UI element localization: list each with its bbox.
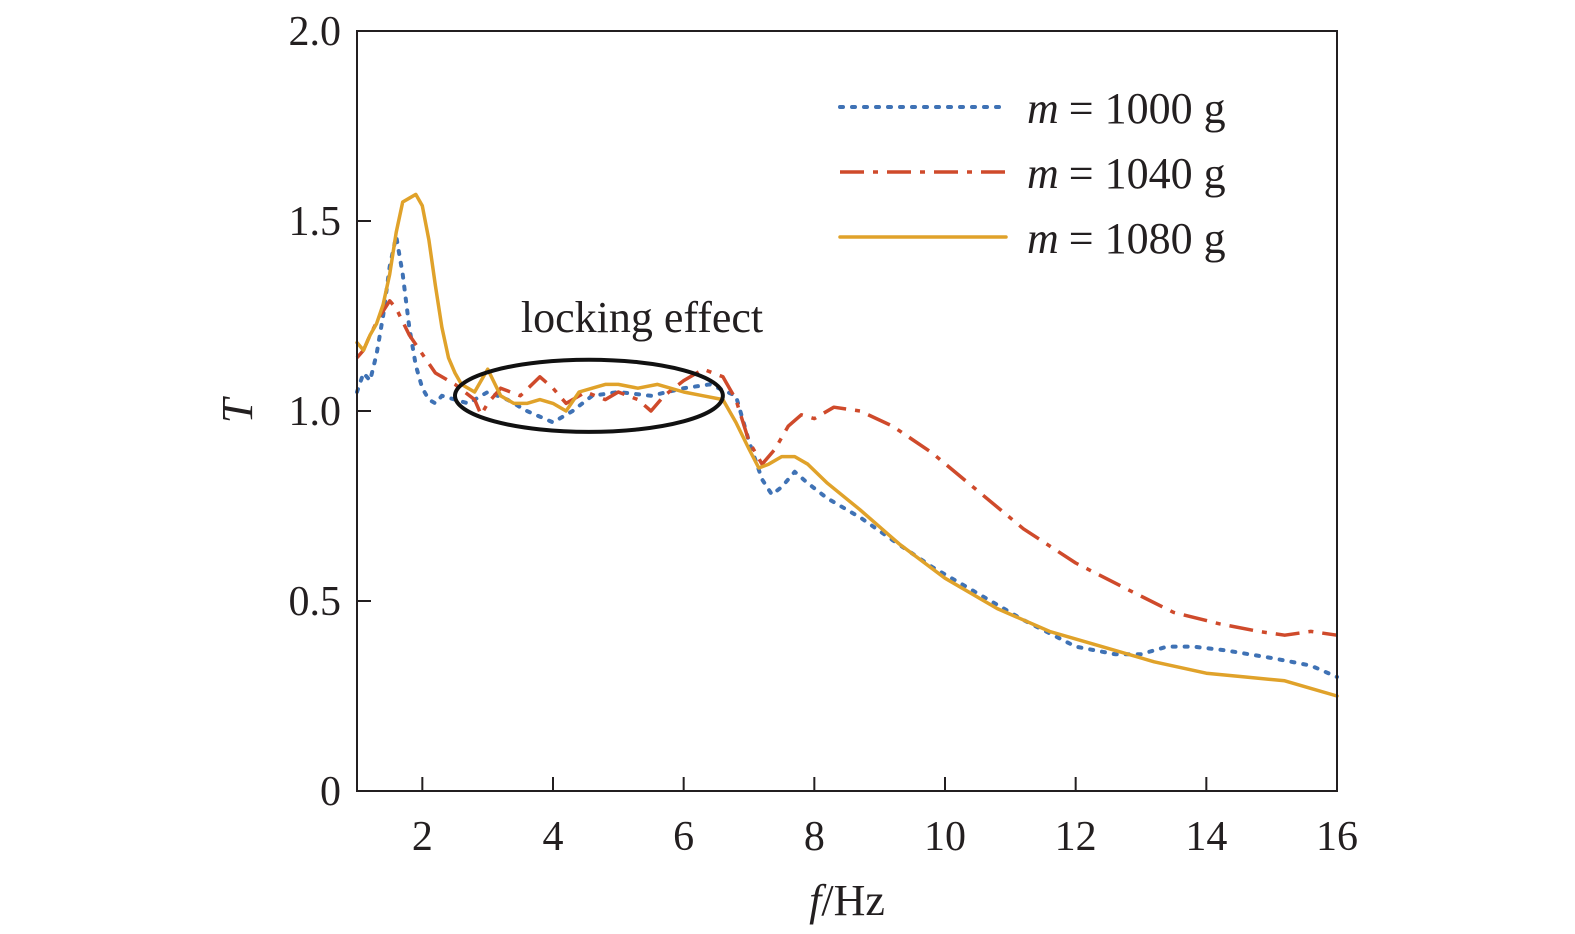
x-tick-label: 12	[1055, 814, 1097, 860]
series-line-2	[355, 299, 1338, 637]
series-line-1	[355, 234, 1339, 679]
legend-label: m = 1040 g	[1027, 149, 1226, 198]
x-axis-label: f/Hz	[809, 876, 885, 925]
legend-label-var: m	[1027, 149, 1059, 198]
y-tick-label: 1.0	[289, 389, 342, 435]
y-axis-ticks: 0 0.5 1.0 1.5 2.0	[289, 9, 371, 815]
y-tick-label: 1.5	[289, 199, 342, 245]
y-tick-label: 2.0	[289, 9, 342, 55]
series-layer	[355, 192, 1339, 698]
x-tick-label: 14	[1185, 814, 1227, 860]
x-tick-label: 4	[543, 814, 564, 860]
locking-effect-ellipse	[453, 357, 725, 434]
x-tick-label: 2	[412, 814, 433, 860]
legend-label-value: = 1040 g	[1069, 149, 1226, 198]
x-tick-label: 8	[804, 814, 825, 860]
legend: m = 1000 gm = 1040 gm = 1080 g	[838, 84, 1226, 263]
legend-label-value: = 1080 g	[1069, 214, 1226, 263]
x-axis-ticks: 2 4 6 8 10 12 14 16	[412, 777, 1358, 860]
legend-label-var: m	[1027, 214, 1059, 263]
x-tick-label: 6	[673, 814, 694, 860]
y-axis-label: T	[213, 395, 262, 423]
y-tick-label: 0.5	[289, 579, 342, 625]
x-tick-label: 10	[924, 814, 966, 860]
x-axis-label-unit: /Hz	[821, 876, 885, 925]
x-tick-label: 16	[1316, 814, 1358, 860]
annotation-layer: locking effect	[453, 293, 763, 434]
plot-frame	[356, 30, 1338, 792]
y-tick-label: 0	[320, 769, 341, 815]
series-line-3	[355, 192, 1339, 698]
legend-label-var: m	[1027, 84, 1059, 133]
legend-label: m = 1000 g	[1027, 84, 1226, 133]
legend-label: m = 1080 g	[1027, 214, 1226, 263]
legend-label-value: = 1000 g	[1069, 84, 1226, 133]
locking-effect-label: locking effect	[521, 293, 763, 342]
